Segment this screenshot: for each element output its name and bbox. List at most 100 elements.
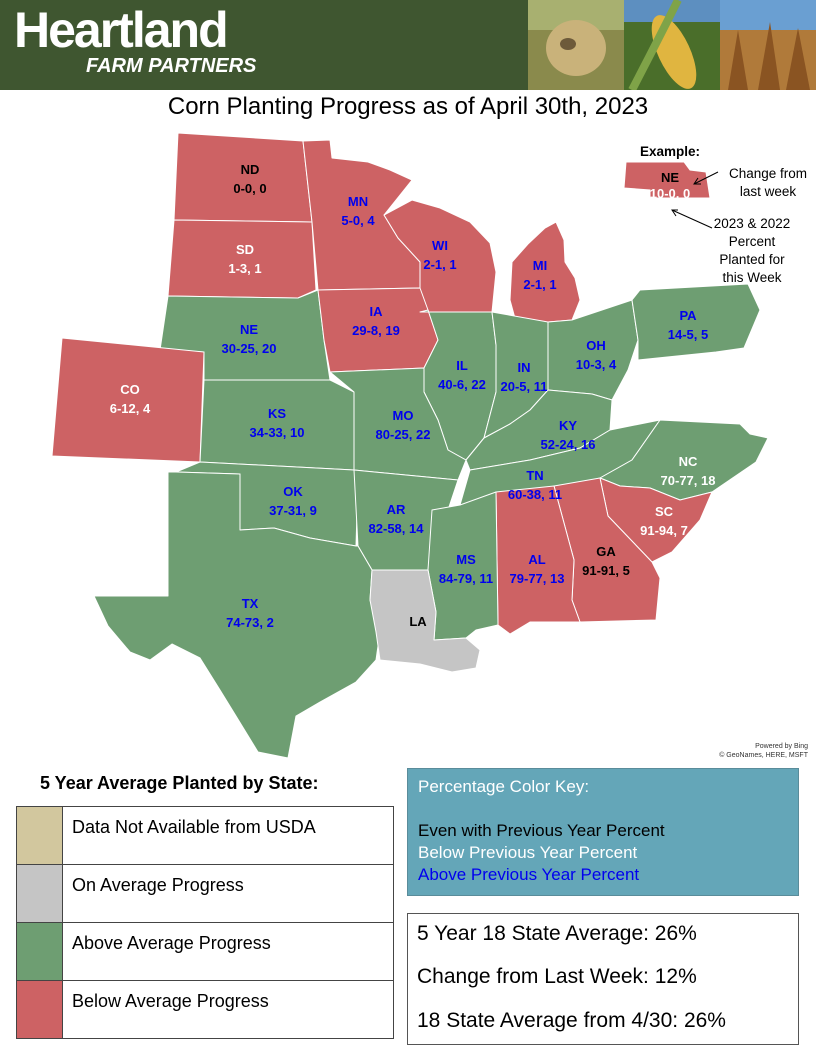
state-label-mi: MI <box>533 258 547 273</box>
state-values-mn: 5-0, 4 <box>341 213 375 228</box>
legend-row: Data Not Available from USDA <box>17 807 393 865</box>
state-label-in: IN <box>518 360 531 375</box>
legend-label: Above Average Progress <box>72 933 271 953</box>
state-shape-co <box>51 337 205 463</box>
percentage-color-key: Percentage Color Key: Even with Previous… <box>407 768 799 896</box>
state-values-sd: 1-3, 1 <box>228 261 261 276</box>
example-state-values: 10-0, 0 <box>650 186 690 201</box>
state-values-oh: 10-3, 4 <box>576 357 617 372</box>
example-note-percent-3: Planted for <box>719 252 785 267</box>
state-values-al: 79-77, 13 <box>510 571 565 586</box>
state-values-ok: 37-31, 9 <box>269 503 317 518</box>
state-shape-la <box>369 569 481 673</box>
state-values-ne: 30-25, 20 <box>222 341 277 356</box>
state-label-oh: OH <box>586 338 606 353</box>
state-values-sc: 91-94, 7 <box>640 523 688 538</box>
example-note-percent-2: Percent <box>729 234 776 249</box>
legend-label: Below Average Progress <box>72 991 269 1011</box>
brand-logo: Heartland <box>14 2 229 58</box>
color-key-above: Above Previous Year Percent <box>418 865 640 884</box>
example-inset: Example: NE 10-0, 0 Change from last wee… <box>623 144 807 285</box>
state-values-nc: 70-77, 18 <box>661 473 716 488</box>
example-heading: Example: <box>640 144 700 159</box>
state-map: ND 0-0, 0 SD 1-3, 1 MN 5-0, 4 WI 2-1, 1 MI 2-1, 1… <box>51 132 807 758</box>
state-values-in: 20-5, 11 <box>501 379 548 394</box>
state-values-ar: 82-58, 14 <box>369 521 425 536</box>
state-shape-tx <box>93 471 381 758</box>
stats-box: 5 Year 18 State Average: 26% Change from… <box>407 913 799 1045</box>
color-key-title: Percentage Color Key: <box>418 777 590 796</box>
state-values-ga: 91-91, 5 <box>582 563 630 578</box>
state-values-ia: 29-8, 19 <box>352 323 400 338</box>
example-state-shape <box>623 161 711 199</box>
color-key-below: Below Previous Year Percent <box>418 843 638 862</box>
stat-change-last-week: Change from Last Week: 12% <box>417 965 697 988</box>
example-note-percent-1: 2023 & 2022 <box>714 216 791 231</box>
legend-label: Data Not Available from USDA <box>72 817 316 837</box>
example-note-change-2: last week <box>740 184 797 199</box>
state-values-ky: 52-24, 16 <box>541 437 596 452</box>
state-values-il: 40-6, 22 <box>438 377 486 392</box>
state-values-nd: 0-0, 0 <box>233 181 266 196</box>
header-photos <box>528 0 816 90</box>
state-values-ks: 34-33, 10 <box>250 425 305 440</box>
state-label-ia: IA <box>370 304 384 319</box>
legend-table: Data Not Available from USDA On Average … <box>16 806 394 1039</box>
legend-swatch <box>17 865 63 922</box>
stat-state-average: 18 State Average from 4/30: 26% <box>417 1009 726 1032</box>
state-values-mi: 2-1, 1 <box>523 277 556 292</box>
color-key-even: Even with Previous Year Percent <box>418 821 665 840</box>
state-label-mn: MN <box>348 194 368 209</box>
example-note-change-1: Change from <box>729 166 807 181</box>
state-label-nc: NC <box>679 454 698 469</box>
state-label-ky: KY <box>559 418 577 433</box>
legend-title: 5 Year Average Planted by State: <box>40 773 319 793</box>
state-label-ms: MS <box>456 552 476 567</box>
state-label-co: CO <box>120 382 140 397</box>
state-label-wi: WI <box>432 238 448 253</box>
state-label-tn: TN <box>526 468 543 483</box>
attribution-line-2: © GeoNames, HERE, MSFT <box>719 752 808 759</box>
example-note-percent-4: this Week <box>722 270 781 285</box>
state-label-sd: SD <box>236 242 254 257</box>
state-label-ok: OK <box>283 484 303 499</box>
state-values-mo: 80-25, 22 <box>376 427 431 442</box>
state-label-tx: TX <box>242 596 259 611</box>
state-shape-al <box>495 485 581 635</box>
state-values-tn: 60-38, 11 <box>508 487 562 502</box>
attribution-line-1: Powered by Bing <box>755 743 808 750</box>
state-label-ks: KS <box>268 406 286 421</box>
stat-five-year-average: 5 Year 18 State Average: 26% <box>417 922 697 945</box>
state-shape-nd <box>173 132 313 223</box>
state-values-co: 6-12, 4 <box>110 401 151 416</box>
state-label-ga: GA <box>596 544 616 559</box>
state-values-ms: 84-79, 11 <box>439 571 493 586</box>
example-state-abbr: NE <box>661 170 679 185</box>
brand-subtitle: FARM PARTNERS <box>86 55 257 77</box>
legend-row: Above Average Progress <box>17 923 393 981</box>
state-label-ne: NE <box>240 322 258 337</box>
state-shape-sd <box>167 219 317 299</box>
map-attribution: Powered by Bing © GeoNames, HERE, MSFT <box>719 742 808 760</box>
legend-swatch <box>17 807 63 864</box>
legend-row: On Average Progress <box>17 865 393 923</box>
legend-swatch <box>17 923 63 980</box>
legend-row: Below Average Progress <box>17 981 393 1038</box>
state-shape-mo <box>329 367 467 481</box>
state-shape-pa <box>631 283 761 361</box>
header-banner: Heartland FARM PARTNERS <box>0 0 816 90</box>
state-label-nd: ND <box>241 162 260 177</box>
state-label-al: AL <box>528 552 545 567</box>
state-values-tx: 74-73, 2 <box>226 615 274 630</box>
state-values-wi: 2-1, 1 <box>423 257 456 272</box>
state-label-ar: AR <box>387 502 406 517</box>
legend-label: On Average Progress <box>72 875 244 895</box>
state-label-pa: PA <box>679 308 697 323</box>
state-label-sc: SC <box>655 504 674 519</box>
state-label-la: LA <box>409 614 427 629</box>
state-label-mo: MO <box>393 408 414 423</box>
legend-swatch <box>17 981 63 1038</box>
state-values-pa: 14-5, 5 <box>668 327 708 342</box>
page-title: Corn Planting Progress as of April 30th,… <box>167 93 649 120</box>
state-label-il: IL <box>456 358 468 373</box>
